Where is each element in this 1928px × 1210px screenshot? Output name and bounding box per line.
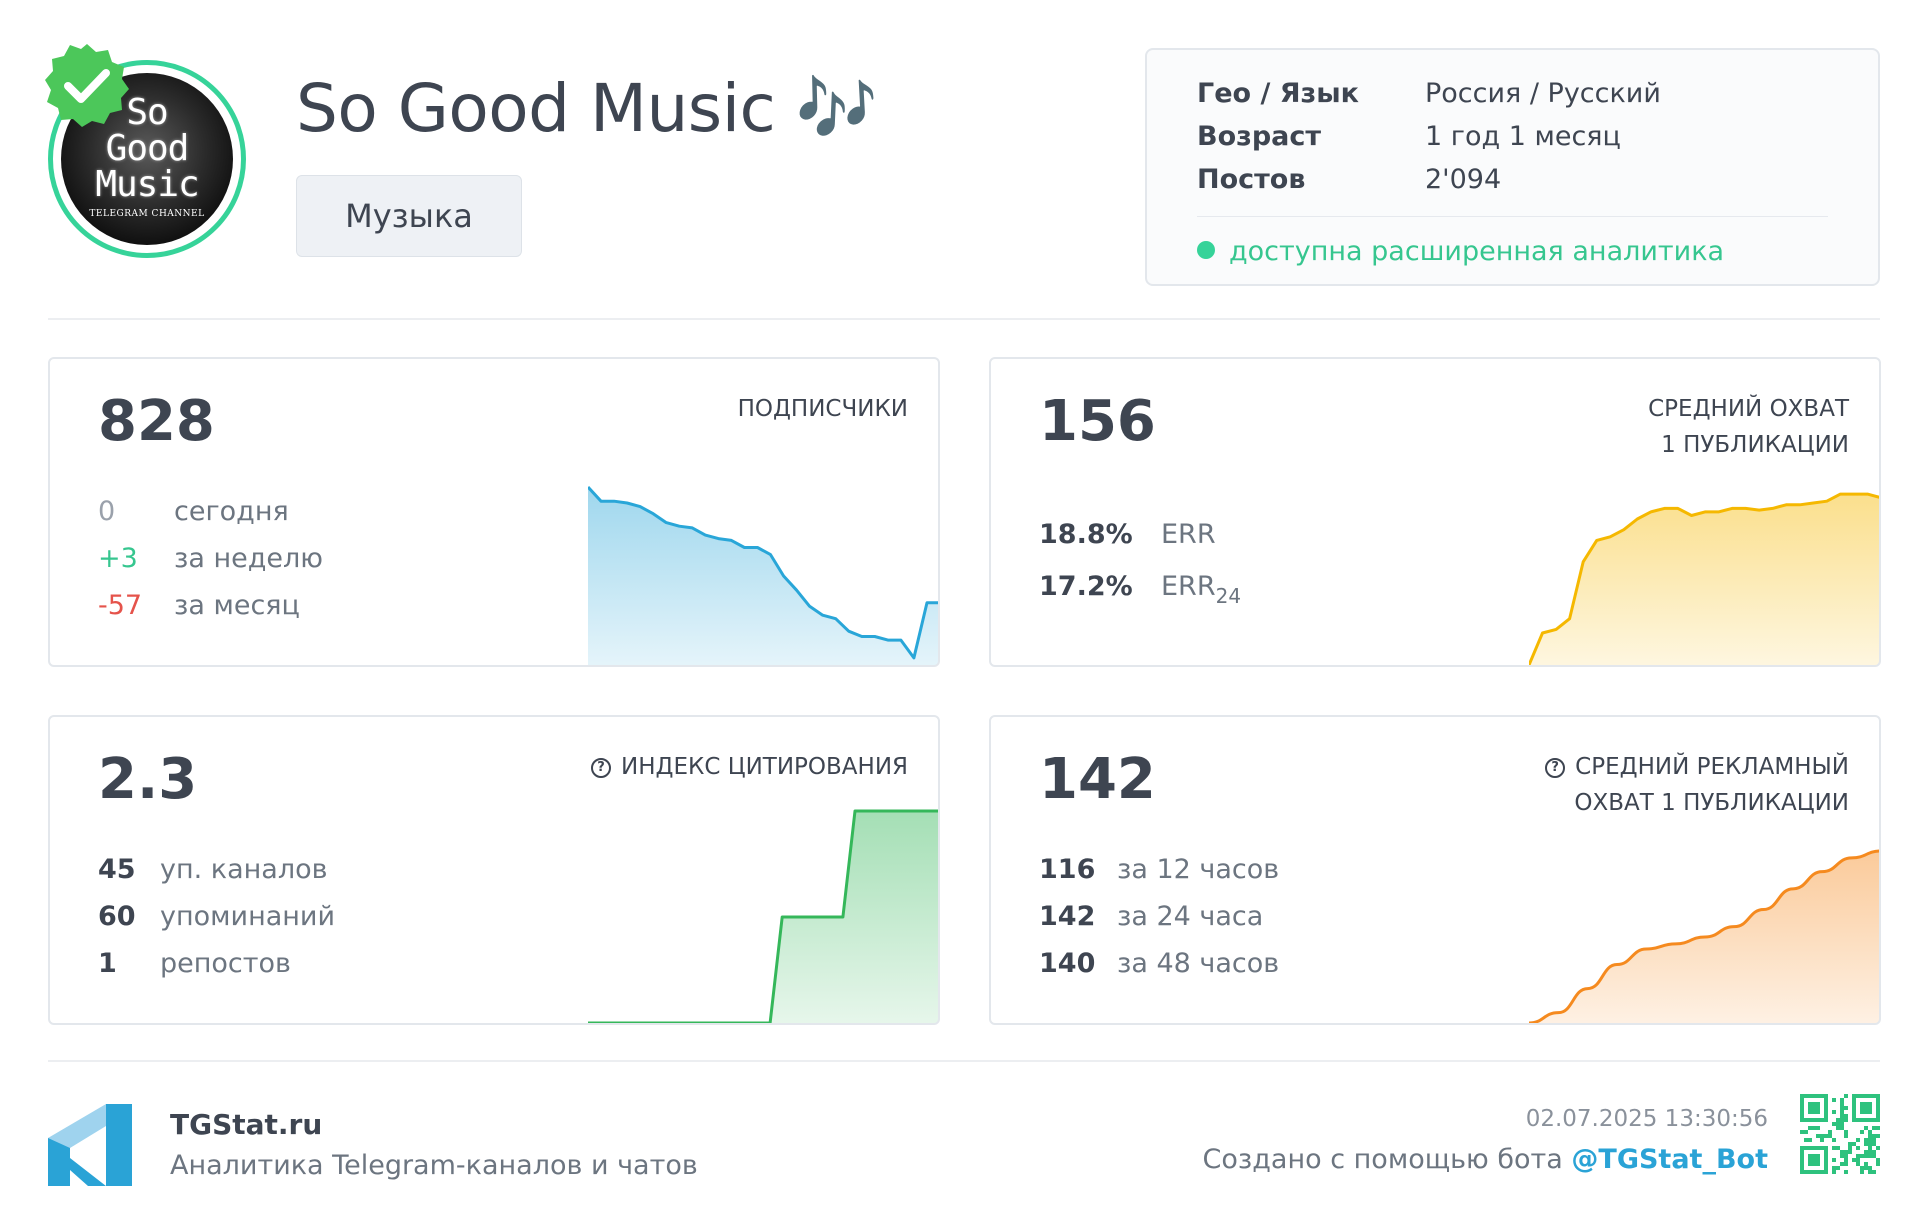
reach-card[interactable]: 156 СРЕДНИЙ ОХВАТ 1 ПУБЛИКАЦИИ 18.8% ERR… bbox=[989, 357, 1881, 667]
avatar-subtitle: TELEGRAM CHANNEL bbox=[89, 209, 205, 219]
verified-badge-icon bbox=[45, 44, 129, 127]
citation-mentions-label: упоминаний bbox=[160, 901, 336, 932]
citation-card[interactable]: 2.3 ? ИНДЕКС ЦИТИРОВАНИЯ 45 уп. каналов 6… bbox=[48, 715, 940, 1025]
citation-chart-line bbox=[588, 809, 938, 1023]
citation-chart bbox=[588, 809, 938, 1023]
footer-created-prefix: Создано с помощью бота bbox=[1202, 1144, 1572, 1175]
citation-reposts-label: репостов bbox=[160, 948, 291, 979]
subscribers-chart-area bbox=[588, 487, 938, 665]
info-geo-label: Гео / Язык bbox=[1197, 78, 1359, 109]
citation-mentions-value: 60 bbox=[98, 901, 136, 932]
subscribers-card[interactable]: 828 ПОДПИСЧИКИ 0 сегодня +3 за неделю -5… bbox=[48, 357, 940, 667]
ad-reach-24h-label: за 24 часа bbox=[1117, 901, 1264, 932]
ad-reach-48h-label: за 48 часов bbox=[1117, 948, 1280, 979]
info-geo-value: Россия / Русский bbox=[1425, 78, 1661, 109]
avatar-logo-text: So Good Music bbox=[61, 95, 233, 203]
citation-label-text: ИНДЕКС ЦИТИРОВАНИЯ bbox=[621, 754, 908, 780]
citation-reposts-value: 1 bbox=[98, 948, 117, 979]
extended-analytics-text: доступна расширенная аналитика bbox=[1229, 236, 1725, 267]
info-posts-value: 2'094 bbox=[1425, 164, 1502, 195]
ad-reach-label-line-1: СРЕДНИЙ РЕКЛАМНЫЙ bbox=[1575, 754, 1849, 780]
ad-reach-label: ? СРЕДНИЙ РЕКЛАМНЫЙ ОХВАТ 1 ПУБЛИКАЦИИ bbox=[1545, 749, 1849, 821]
footer-brand[interactable]: TGStat.ru bbox=[170, 1108, 323, 1141]
err-label: ERR bbox=[1161, 519, 1216, 550]
footer-bot-link[interactable]: @TGStat_Bot bbox=[1571, 1144, 1768, 1175]
citation-chart-area bbox=[588, 811, 938, 1023]
subscribers-today-value: 0 bbox=[98, 496, 116, 527]
avatar-line-2: Good bbox=[105, 128, 190, 169]
subscribers-week-value: +3 bbox=[98, 543, 138, 574]
info-divider bbox=[1197, 216, 1828, 217]
reach-label-line-1: СРЕДНИЙ ОХВАТ bbox=[1648, 396, 1849, 422]
err-value: 18.8% bbox=[1039, 519, 1133, 550]
subscribers-label: ПОДПИСЧИКИ bbox=[737, 396, 908, 422]
channel-info-box: Гео / Язык Россия / Русский Возраст 1 го… bbox=[1145, 48, 1880, 286]
tgstat-logo-icon[interactable] bbox=[48, 1104, 132, 1186]
info-age-value: 1 год 1 месяц bbox=[1425, 121, 1621, 152]
ad-reach-24h-value: 142 bbox=[1039, 901, 1096, 932]
ad-reach-chart bbox=[1529, 849, 1879, 1023]
ad-reach-48h-value: 140 bbox=[1039, 948, 1096, 979]
ad-reach-card[interactable]: 142 ? СРЕДНИЙ РЕКЛАМНЫЙ ОХВАТ 1 ПУБЛИКАЦИ… bbox=[989, 715, 1881, 1025]
citation-label: ? ИНДЕКС ЦИТИРОВАНИЯ bbox=[591, 749, 908, 785]
reach-chart bbox=[1529, 492, 1879, 665]
err24-subscript: 24 bbox=[1215, 584, 1242, 608]
footer-divider bbox=[48, 1060, 1880, 1062]
err24-label: ERR24 bbox=[1161, 571, 1241, 608]
info-posts-label: Постов bbox=[1197, 164, 1306, 195]
ad-reach-label-line-2: ОХВАТ 1 ПУБЛИКАЦИИ bbox=[1574, 790, 1849, 816]
subscribers-month-value: -57 bbox=[98, 590, 143, 621]
ad-reach-12h-value: 116 bbox=[1039, 854, 1096, 885]
info-age-label: Возраст bbox=[1197, 121, 1322, 152]
header-divider bbox=[48, 318, 1880, 320]
citation-channels-value: 45 bbox=[98, 854, 136, 885]
citation-channels-label: уп. каналов bbox=[160, 854, 328, 885]
status-dot-icon bbox=[1197, 240, 1215, 259]
help-icon[interactable]: ? bbox=[1545, 758, 1566, 778]
avatar-line-1: So bbox=[126, 92, 168, 133]
reach-chart-area bbox=[1529, 494, 1879, 665]
reach-chart-line bbox=[1529, 492, 1879, 665]
err24-value: 17.2% bbox=[1039, 571, 1133, 602]
footer-timestamp: 02.07.2025 13:30:56 bbox=[1525, 1106, 1768, 1132]
channel-avatar-wrap: So Good Music TELEGRAM CHANNEL bbox=[44, 42, 254, 262]
extended-analytics-link[interactable]: доступна расширенная аналитика bbox=[1197, 236, 1724, 267]
err24-label-text: ERR bbox=[1161, 571, 1216, 602]
help-icon[interactable]: ? bbox=[591, 758, 612, 778]
qr-code-icon[interactable] bbox=[1800, 1094, 1880, 1174]
reach-label-line-2: 1 ПУБЛИКАЦИИ bbox=[1661, 432, 1849, 458]
subscribers-chart bbox=[588, 485, 938, 665]
subscribers-week-label: за неделю bbox=[174, 543, 324, 574]
subscribers-today-label: сегодня bbox=[174, 496, 289, 527]
reach-label: СРЕДНИЙ ОХВАТ 1 ПУБЛИКАЦИИ bbox=[1648, 391, 1849, 463]
subscribers-count: 828 bbox=[98, 389, 215, 454]
category-button[interactable]: Музыка bbox=[296, 175, 522, 257]
footer-tagline: Аналитика Telegram-каналов и чатов bbox=[170, 1150, 698, 1181]
subscribers-month-label: за месяц bbox=[174, 590, 300, 621]
channel-title: So Good Music 🎶 bbox=[296, 70, 878, 147]
footer-created-by: Создано с помощью бота @TGStat_Bot bbox=[1203, 1144, 1768, 1175]
ad-reach-chart-line bbox=[1529, 849, 1879, 1023]
citation-index-value: 2.3 bbox=[98, 747, 198, 812]
ad-reach-12h-label: за 12 часов bbox=[1117, 854, 1280, 885]
avatar-line-3: Music bbox=[95, 164, 199, 205]
subscribers-chart-line bbox=[588, 485, 938, 660]
reach-value: 156 bbox=[1039, 389, 1156, 454]
ad-reach-value: 142 bbox=[1039, 747, 1156, 812]
